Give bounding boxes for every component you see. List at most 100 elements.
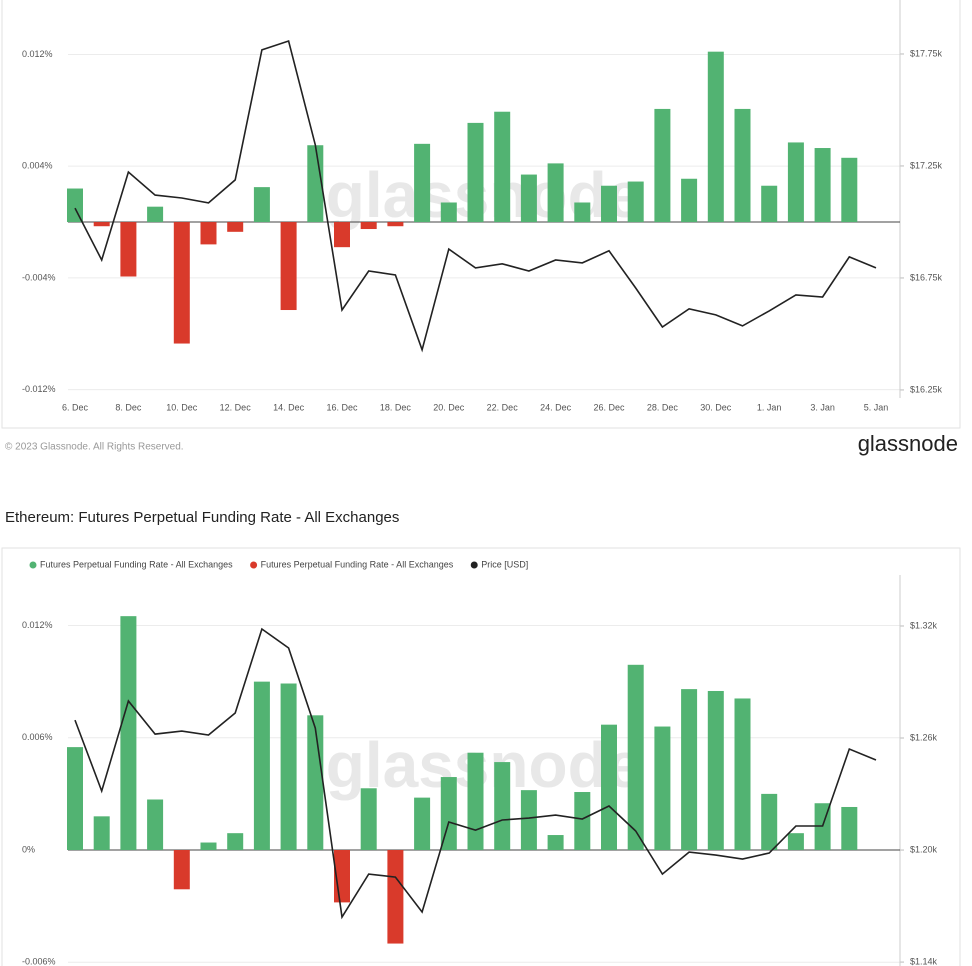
bar — [601, 185, 617, 223]
y-tick-label: -0.006% — [22, 957, 56, 966]
y2-tick-label: $16.75k — [910, 272, 943, 282]
bar — [387, 850, 404, 944]
bar — [93, 222, 110, 227]
bar — [654, 726, 671, 851]
chart-frame — [1, 0, 961, 429]
legend-marker — [250, 561, 258, 569]
bar — [253, 681, 270, 851]
bar — [787, 142, 804, 223]
y-tick-label: -0.004% — [22, 272, 56, 282]
bar — [200, 842, 217, 851]
bar — [681, 178, 698, 223]
bar — [227, 833, 244, 851]
x-tick-label: 10. Dec — [166, 402, 198, 412]
y-tick-label: 0.012% — [22, 620, 53, 630]
bar — [520, 790, 537, 851]
y-tick-label: -0.012% — [22, 384, 56, 394]
bar — [814, 148, 831, 223]
bar — [574, 792, 591, 851]
bar — [120, 616, 137, 851]
bar — [440, 777, 457, 851]
bar — [494, 762, 511, 851]
bar — [93, 816, 110, 851]
bar — [173, 222, 190, 344]
x-tick-label: 3. Jan — [810, 402, 835, 412]
x-tick-label: 5. Jan — [864, 402, 889, 412]
bar — [120, 222, 137, 277]
y2-tick-label: $16.25k — [910, 384, 943, 394]
bar — [627, 664, 644, 851]
bar — [360, 788, 377, 851]
bar — [147, 206, 164, 223]
y-tick-label: 0% — [22, 844, 35, 854]
legend-label: Futures Perpetual Funding Rate - All Exc… — [40, 559, 233, 569]
bar — [601, 724, 617, 851]
bar — [681, 689, 698, 851]
bar — [707, 51, 724, 223]
x-tick-label: 28. Dec — [647, 402, 679, 412]
bar — [761, 185, 778, 223]
y2-tick-label: $1.26k — [910, 732, 938, 742]
x-tick-label: 1. Jan — [757, 402, 782, 412]
chart-frame — [1, 547, 961, 966]
x-tick-label: 6. Dec — [62, 402, 89, 412]
legend-label: Price [USD] — [481, 559, 528, 569]
bar — [841, 806, 858, 851]
y-tick-label: 0.006% — [22, 732, 53, 742]
legend-marker — [470, 561, 478, 569]
y2-tick-label: $1.14k — [910, 956, 938, 966]
bar — [200, 222, 217, 245]
bar — [707, 690, 724, 851]
bar — [734, 108, 751, 223]
bar — [467, 752, 484, 851]
bar — [67, 188, 83, 223]
bar — [307, 715, 324, 851]
x-tick-label: 24. Dec — [540, 402, 572, 412]
x-tick-label: 16. Dec — [326, 402, 358, 412]
bar — [787, 833, 804, 851]
bar — [67, 747, 83, 851]
bar — [440, 202, 457, 223]
chart-title: Ethereum: Futures Perpetual Funding Rate… — [5, 509, 399, 526]
bar — [227, 222, 244, 232]
y2-tick-label: $17.75k — [910, 48, 943, 58]
bar — [360, 222, 377, 230]
bar — [334, 222, 350, 248]
x-tick-label: 14. Dec — [273, 402, 305, 412]
x-tick-label: 12. Dec — [220, 402, 252, 412]
x-tick-label: 26. Dec — [593, 402, 625, 412]
bar — [414, 797, 431, 851]
bar — [494, 111, 511, 223]
bar — [253, 187, 270, 223]
y2-tick-label: $17.25k — [910, 160, 943, 170]
bar — [280, 222, 297, 311]
x-tick-label: 30. Dec — [700, 402, 732, 412]
y2-tick-label: $1.20k — [910, 844, 938, 854]
bar — [654, 108, 671, 223]
bar — [467, 122, 484, 223]
legend-marker — [29, 561, 37, 569]
bar — [547, 835, 564, 851]
price-line — [74, 627, 877, 920]
bar — [173, 850, 190, 890]
bar — [387, 222, 404, 227]
y-tick-label: 0.012% — [22, 49, 53, 59]
bar — [280, 683, 297, 851]
x-tick-label: 18. Dec — [380, 402, 412, 412]
bar — [307, 145, 324, 223]
bar — [627, 181, 644, 223]
bar — [734, 698, 751, 851]
bar — [520, 174, 537, 223]
x-tick-label: 20. Dec — [433, 402, 465, 412]
bar — [414, 143, 431, 223]
y2-tick-label: $1.32k — [910, 620, 938, 630]
watermark: glassnode — [326, 729, 643, 801]
price-line — [74, 39, 877, 353]
bar — [761, 793, 778, 851]
bar — [147, 799, 164, 851]
bar — [574, 202, 591, 223]
watermark: glassnode — [326, 159, 643, 231]
x-tick-label: 22. Dec — [487, 402, 519, 412]
